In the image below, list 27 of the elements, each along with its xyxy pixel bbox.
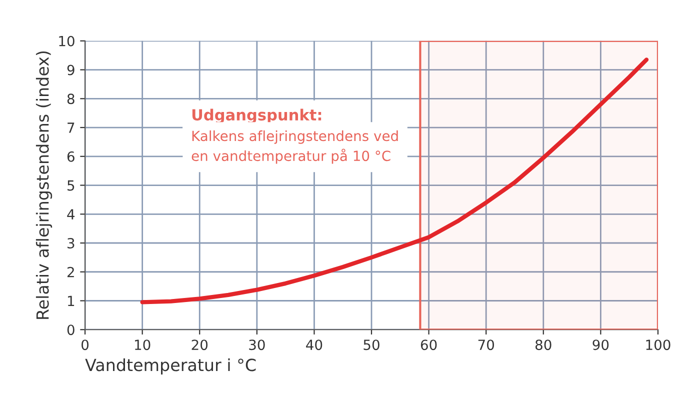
x-tick-label: 10 xyxy=(135,340,150,350)
y-tick-label: 3 xyxy=(68,238,74,248)
annotation: Kalkens aflejringstendens ved en vandtemperatur på 10 °C xyxy=(192,130,398,164)
y-tick-label: 9 xyxy=(67,64,74,76)
x-tick-label: 90 xyxy=(592,340,609,350)
y-tick-label: 5 xyxy=(68,180,74,191)
x-tick-label: 40 xyxy=(306,340,322,350)
y-tick-label: 4 xyxy=(67,209,75,220)
annotation: Udgangspunkt: xyxy=(192,108,322,124)
y-tick-label: 2 xyxy=(67,266,74,278)
x-tick-label: 20 xyxy=(192,340,208,350)
y-tick-label: 1 xyxy=(68,296,74,306)
y-axis-title: Relativ aflejringstendens (index) xyxy=(36,51,52,319)
x-tick-label: 30 xyxy=(249,340,265,350)
x-tick-label: 0 xyxy=(82,340,89,350)
x-tick-label: 100 xyxy=(646,340,670,350)
x-tick-label: 60 xyxy=(420,340,437,350)
y-tick-label: 7 xyxy=(68,122,74,133)
x-tick-label: 80 xyxy=(535,340,552,350)
y-tick-label: 8 xyxy=(67,94,74,104)
y-tick-label: 6 xyxy=(67,151,74,162)
x-tick-label: 70 xyxy=(478,340,494,350)
x-tick-label: 50 xyxy=(364,340,380,350)
x-axis-title: Vandtemperatur i °C xyxy=(85,358,256,374)
line-series xyxy=(140,58,649,304)
y-tick-label: 0 xyxy=(67,324,74,336)
y-tick-label: 10 xyxy=(59,36,74,46)
